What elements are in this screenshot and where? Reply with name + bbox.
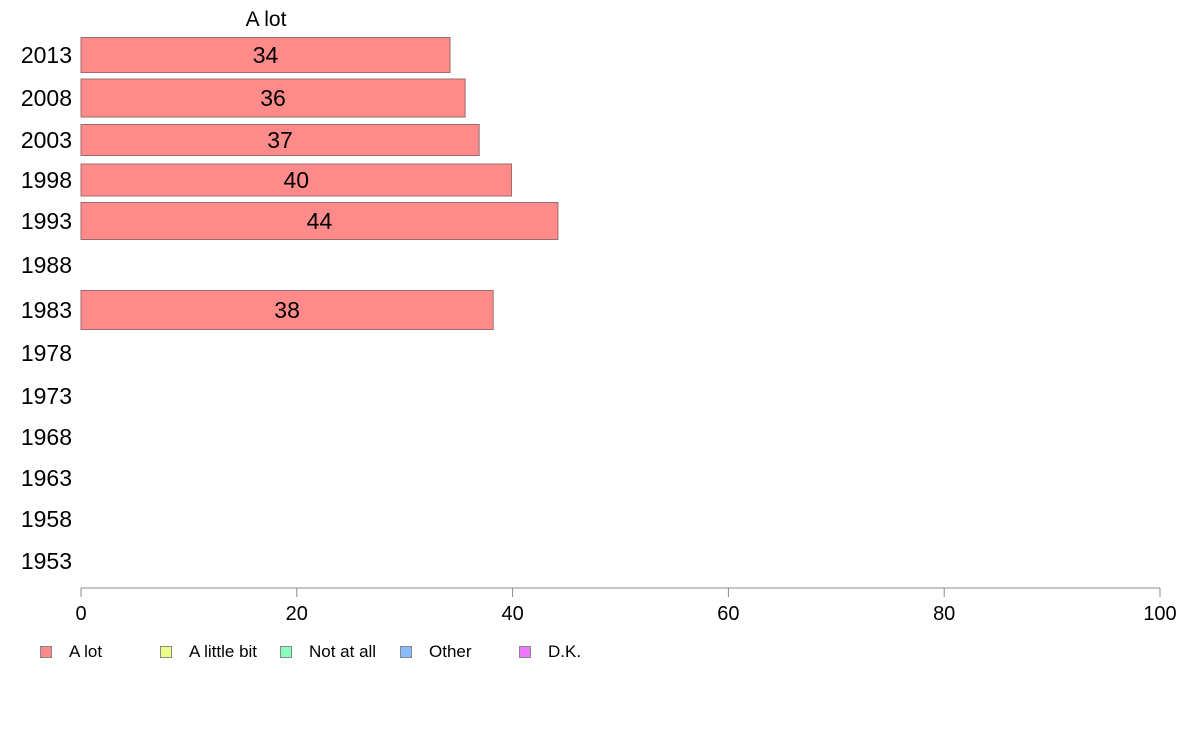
legend-label: D.K.	[548, 642, 582, 661]
category-label-2008: 2008	[21, 85, 72, 111]
x-tick-label-20: 20	[286, 603, 308, 625]
category-label-1993: 1993	[21, 208, 72, 234]
legend-label: A lot	[69, 642, 103, 661]
x-tick-label-0: 0	[75, 603, 86, 625]
bar-1998	[80, 163, 513, 197]
bar-2008	[80, 78, 466, 118]
x-tick-label-40: 40	[501, 603, 523, 625]
category-label-1978: 1978	[21, 340, 72, 366]
bar-value-labels: 34 36 37 40 44 38	[253, 42, 333, 323]
bar-value-label-2013: 34	[253, 42, 279, 68]
legend-swatch	[160, 646, 172, 658]
category-label-1958: 1958	[21, 506, 72, 532]
category-label-2013: 2013	[21, 42, 72, 68]
category-labels: 2013 2008 2003 1998 1993 1988 1983 1978 1973 1968…	[21, 42, 72, 574]
category-label-1968: 1968	[21, 424, 72, 450]
legend-swatch	[40, 646, 52, 658]
legend-swatch	[519, 646, 531, 658]
category-label-1963: 1963	[21, 465, 72, 491]
bar-1983	[80, 290, 494, 330]
legend-swatch	[400, 646, 412, 658]
bar-2003	[80, 124, 480, 156]
category-label-1988: 1988	[21, 252, 72, 278]
category-label-1953: 1953	[21, 548, 72, 574]
bar-value-label-2008: 36	[260, 85, 286, 111]
category-label-1973: 1973	[21, 383, 72, 409]
bar-1993	[80, 202, 559, 240]
bars	[80, 37, 559, 330]
x-tick-label-60: 60	[717, 603, 739, 625]
legend-item-a-little-bit: A little bit	[160, 640, 257, 664]
legend-item-not-at-all: Not at all	[280, 640, 376, 664]
bar-2013	[80, 37, 451, 73]
category-label-1983: 1983	[21, 297, 72, 323]
category-label-2003: 2003	[21, 127, 72, 153]
legend-item-a-lot: A lot	[40, 640, 102, 664]
x-tick-label-80: 80	[933, 603, 955, 625]
legend-swatch	[280, 646, 292, 658]
panel-title: A lot	[246, 8, 287, 31]
legend-label: Not at all	[309, 642, 377, 661]
legend-label: Other	[429, 642, 472, 661]
bar-value-label-1998: 40	[283, 167, 309, 193]
bar-chart: A lot 2013 2008 2003 1998 1993 1988 1983 1978 19…	[21, 8, 1177, 625]
legend-label: A little bit	[189, 642, 258, 661]
category-label-1998: 1998	[21, 167, 72, 193]
x-tick-label-100: 100	[1143, 603, 1176, 625]
bar-value-label-2003: 37	[267, 127, 293, 153]
legend-item-other: Other	[400, 640, 472, 664]
x-axis-ticks: 0 20 40 60 80 100	[75, 588, 1177, 625]
legend: A lot A little bit Not at all Other D.K.	[0, 640, 1188, 664]
bar-value-label-1983: 38	[274, 297, 300, 323]
legend-item-dk: D.K.	[519, 640, 581, 664]
bar-value-label-1993: 44	[307, 208, 333, 234]
